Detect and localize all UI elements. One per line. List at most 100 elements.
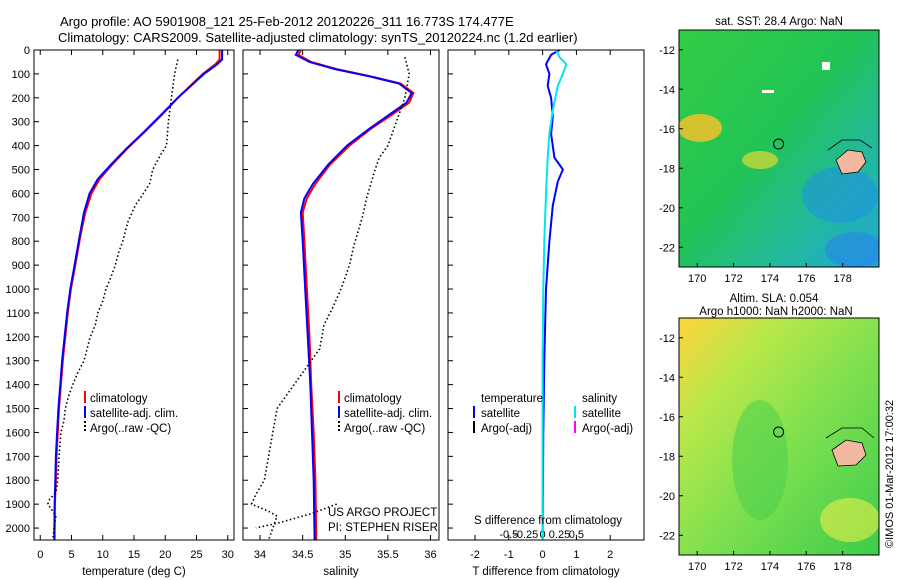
sla-map-lon-ticks: 170 172 174 176 178 [688, 551, 852, 573]
depth-axis-ticks: 0 100 200 300 400 500 600 700 800 900 1000 1100 1200… [6, 45, 39, 535]
sst-missing-cell [762, 90, 774, 93]
y-tick-label: 100 [12, 69, 30, 81]
x-tick-label: 20 [159, 549, 171, 561]
lat-tick-label: -20 [659, 203, 675, 215]
y-tick-label: 800 [12, 236, 30, 248]
x-tick-label: 5 [68, 549, 74, 561]
salinity-panel: 34 34.5 35 35.5 36 salinity climatology sate… [242, 49, 440, 578]
sla-high-patch [820, 498, 879, 542]
salinity-plot-frame [242, 49, 440, 541]
y-tick-label: 1500 [6, 404, 30, 416]
lat-tick-label: -22 [659, 530, 675, 542]
x-tick-label: 10 [97, 549, 109, 561]
legend-label-satellite: satellite-adj. clim. [90, 408, 178, 420]
sla-low-patch [732, 400, 788, 520]
legend-label-argo: Argo(..raw -QC) [90, 423, 171, 435]
y-tick-label: 1800 [6, 475, 30, 487]
x-tick-label: 35 [339, 549, 351, 561]
lon-tick-label: 176 [797, 273, 815, 285]
lon-tick-label: 178 [833, 273, 851, 285]
x-tick-label: 1 [573, 549, 579, 561]
legend-label-t-argo: Argo(-adj) [481, 423, 532, 435]
x-tick-label-s: 0.25 [549, 529, 570, 541]
salinity-axis-ticks: 34 34.5 35 35.5 36 [243, 49, 437, 561]
lon-tick-label: 170 [688, 273, 706, 285]
imos-stamp: ©IMOS 01-Mar-2012 17:00:32 [884, 400, 896, 548]
reef-outline [827, 139, 873, 151]
difference-panel: -2 -1 0 1 2-0.5-0.25 0 0.250.5 T difference fr… [447, 49, 645, 578]
series-line-2 [46, 59, 179, 540]
difference-plot-frame [447, 49, 645, 541]
series-line-3 [255, 503, 337, 529]
island-shape [835, 149, 867, 175]
x-tick-label: 35.5 [377, 549, 398, 561]
sst-warm-patch [679, 114, 722, 142]
x-tick-label: 0 [37, 549, 43, 561]
lon-tick-label: 170 [688, 561, 706, 573]
difference-axis-label: T difference from climatology [472, 566, 619, 578]
x-tick-label: -1 [504, 549, 514, 561]
y-tick-label: 0 [24, 45, 30, 57]
series-line-2 [250, 57, 411, 540]
credit-project: US ARGO PROJECT [328, 507, 437, 519]
x-tick-label: 34 [254, 549, 266, 561]
difference-axis-ticks: -2 -1 0 1 2-0.5-0.25 0 0.250.5 [448, 49, 613, 561]
x-tick-label: 36 [424, 549, 436, 561]
sst-map-frame [678, 29, 880, 268]
y-tick-label: 2000 [6, 523, 30, 535]
series-line-1 [53, 50, 224, 540]
sla-map-frame [678, 317, 880, 556]
series-line-0 [541, 50, 565, 540]
x-tick-label-s: -0.25 [513, 529, 538, 541]
lat-tick-label: -18 [659, 451, 675, 463]
legend-label-satellite: satellite-adj. clim. [344, 408, 432, 420]
series-line-0 [53, 50, 221, 540]
temperature-series [46, 50, 224, 540]
lat-tick-label: -20 [659, 491, 675, 503]
y-tick-label: 1600 [6, 427, 30, 439]
lon-tick-label: 178 [833, 561, 851, 573]
reef-outline [825, 427, 875, 439]
y-tick-label: 1100 [6, 308, 30, 320]
salinity-axis-label: salinity [323, 566, 358, 578]
credit-pi: PI: STEPHEN RISER [328, 522, 438, 534]
series-line-1 [294, 50, 413, 540]
x-tick-label: 15 [128, 549, 140, 561]
legend-label-climatology: climatology [90, 393, 148, 405]
sst-cool-patch [825, 232, 879, 267]
lat-tick-label: -14 [659, 372, 675, 384]
y-tick-label: 600 [12, 188, 30, 200]
lon-tick-label: 172 [724, 273, 742, 285]
legend-label-argo: Argo(..raw -QC) [344, 423, 425, 435]
y-tick-label: 700 [12, 212, 30, 224]
y-tick-label: 1300 [6, 356, 30, 368]
y-tick-label: 1900 [6, 499, 30, 511]
legend-title-temperature: temperature [481, 393, 543, 405]
lat-tick-label: -16 [659, 124, 675, 136]
temperature-axis-label: temperature (deg C) [82, 566, 186, 578]
sla-map-title: Altim. SLA: 0.054 [730, 293, 819, 305]
island-shape [831, 439, 867, 467]
salinity-series [250, 50, 415, 540]
legend-label-s-argo: Argo(-adj) [582, 423, 633, 435]
x-tick-label: 25 [190, 549, 202, 561]
y-tick-label: 1700 [6, 451, 30, 463]
sst-map-lon-ticks: 170 172 174 176 178 [688, 263, 852, 285]
difference-legend: temperature satellite Argo(-adj) salinit… [473, 393, 633, 435]
lon-tick-label: 174 [761, 561, 779, 573]
y-tick-label: 400 [12, 141, 30, 153]
y-tick-label: 1400 [6, 380, 30, 392]
legend-label-t-satellite: satellite [481, 408, 520, 420]
lon-tick-label: 176 [797, 561, 815, 573]
header-line2: Climatology: CARS2009. Satellite-adjuste… [58, 30, 578, 45]
legend-label-s-satellite: satellite [582, 408, 621, 420]
lat-tick-label: -16 [659, 412, 675, 424]
x-tick-label: -2 [470, 549, 480, 561]
x-tick-label: 2 [607, 549, 613, 561]
x-tick-label: 0 [540, 549, 546, 561]
sla-map-subtitle: Argo h1000: NaN h2000: NaN [699, 306, 852, 318]
series-line-1 [541, 50, 568, 540]
lat-tick-label: -12 [659, 333, 675, 345]
lat-tick-label: -14 [659, 84, 675, 96]
